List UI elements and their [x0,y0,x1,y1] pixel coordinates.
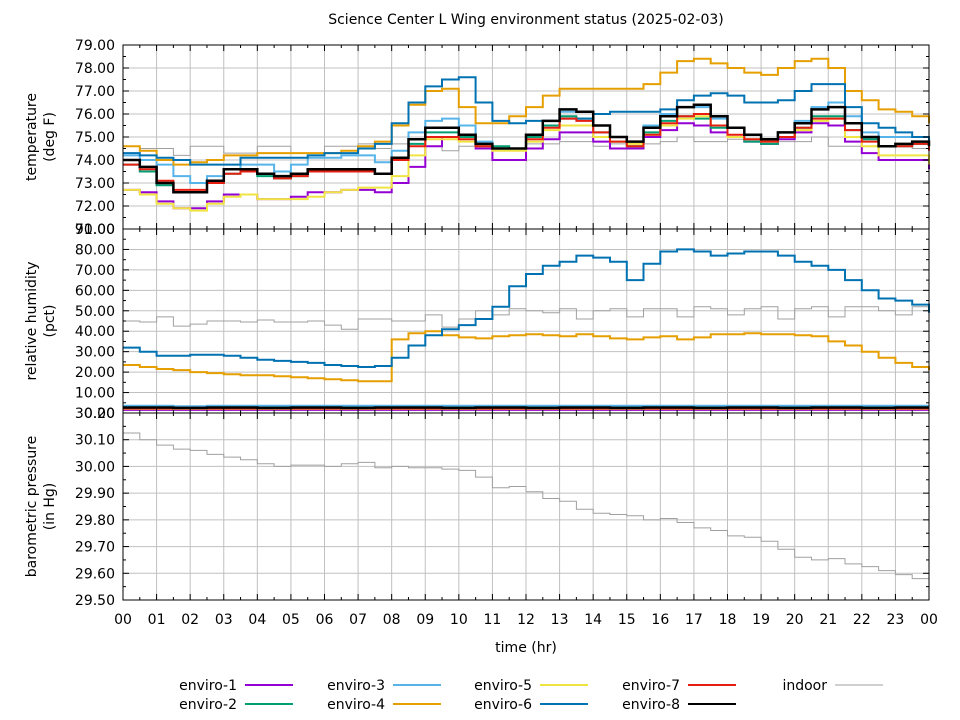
y-tick-label: 71.00 [75,222,115,238]
x-axis-label: time (hr) [495,640,557,656]
x-tick-label: 04 [248,612,266,628]
x-tick-label: 14 [584,612,602,628]
x-tick-label: 16 [651,612,669,628]
x-tick-label: 17 [685,612,703,628]
x-tick-label: 12 [517,612,535,628]
legend-item-indoor: indoor [782,678,883,694]
series-line-indoor [123,306,930,330]
x-tick-label: 08 [383,612,401,628]
legend-label: enviro-1 [179,678,237,694]
y-tick-label: 29.50 [75,593,115,609]
y-tick-label: 50.00 [75,304,115,320]
x-tick-label: 07 [349,612,367,628]
y-tick-label: 30.00 [75,345,115,361]
x-tick-label: 22 [853,612,871,628]
legend-label: enviro-7 [622,678,680,694]
y-tick-label: 70.00 [75,263,115,279]
panel-pressure: 29.50 29.60 29.70 29.80 29.90 30.00 30.10 30.20… [24,406,930,609]
legend-item-enviro-3: enviro-3 [327,678,441,694]
panels: 72.00 73.00 74.00 75.00 76.00 77.00 78.00 79.00… [24,38,931,609]
series-line-enviro-6 [123,76,930,166]
x-tick-label: 18 [719,612,737,628]
y-axis-label-temperature: temperature (deg F) [24,93,58,181]
legend-label: enviro-5 [474,678,532,694]
series-line-enviro-4 [123,330,930,383]
y-tick-label: 60.00 [75,283,115,299]
x-tick-label: 01 [148,612,166,628]
x-tick-label: 03 [215,612,233,628]
y-tick-label: 0.00 [84,406,115,422]
y-tick-label: 79.00 [75,38,115,54]
x-tick-label: 09 [416,612,434,628]
legend-label: enviro-4 [327,697,385,713]
x-tick-label: 00 [920,612,938,628]
legend-label: enviro-3 [327,678,385,694]
y-tick-label: 30.20 [75,406,115,422]
y-tick-label: 74.00 [75,153,115,169]
y-tick-label: 75.00 [75,130,115,146]
panel-humidity: 10.00 20.00 30.00 40.00 50.00 60.00 70.00 80.00… [24,222,930,422]
x-axis-ticks: 00 01 02 03 04 05 06 07 08 09 10 11 12 13 14 15 16 17 18 19… [114,612,938,628]
y-tick-label: 29.80 [75,513,115,529]
y-tick-label: 78.00 [75,61,115,77]
series-line-enviro-6 [123,248,930,368]
y-tick-label: 29.90 [75,486,115,502]
legend-label: enviro-8 [622,697,680,713]
x-tick-label: 15 [618,612,636,628]
y-tick-label: 20.00 [75,365,115,381]
x-tick-label: 10 [450,612,468,628]
x-tick-label: 02 [181,612,199,628]
legend-label: enviro-6 [474,697,532,713]
x-tick-label: 11 [484,612,502,628]
legend: enviro-1 enviro-2 enviro-3 enviro-4 enviro-5… [179,678,883,713]
x-tick-label: 21 [819,612,837,628]
y-tick-label: 76.00 [75,107,115,123]
y-axis-label-humidity: relative humidity (pct) [24,261,58,380]
x-tick-label: 13 [551,612,569,628]
legend-item-enviro-7: enviro-7 [622,678,736,694]
y-tick-label: 29.70 [75,540,115,556]
legend-item-enviro-6: enviro-6 [474,697,588,713]
y-tick-label: 73.00 [75,176,115,192]
y-tick-label: 77.00 [75,84,115,100]
series-line-enviro-8 [123,103,931,194]
legend-label: enviro-2 [179,697,237,713]
x-tick-label: 23 [887,612,905,628]
y-tick-label: 29.60 [75,566,115,582]
x-tick-label: 06 [316,612,334,628]
chart-title: Science Center L Wing environment status… [328,12,724,28]
x-tick-label: 00 [114,612,132,628]
y-tick-label: 30.10 [75,433,115,449]
y-tick-label: 30.00 [75,459,115,475]
x-tick-label: 05 [282,612,300,628]
x-tick-label: 20 [786,612,804,628]
y-tick-label: 10.00 [75,386,115,402]
series-line-indoor [123,432,930,586]
y-axis-label-pressure: barometric pressure (in Hg) [24,436,58,577]
y-tick-label: 72.00 [75,199,115,215]
legend-item-enviro-4: enviro-4 [327,697,441,713]
series-line-enviro-4 [123,57,930,166]
legend-item-enviro-8: enviro-8 [622,697,736,713]
y-tick-label: 80.00 [75,242,115,258]
legend-item-enviro-2: enviro-2 [179,697,293,713]
legend-label: indoor [782,678,827,694]
x-tick-label: 19 [752,612,770,628]
y-tick-label: 40.00 [75,324,115,340]
legend-item-enviro-1: enviro-1 [179,678,293,694]
legend-item-enviro-5: enviro-5 [474,678,588,694]
series-line-enviro-3 [123,404,929,408]
y-tick-label: 90.00 [75,222,115,238]
panel-temperature: 72.00 73.00 74.00 75.00 76.00 77.00 78.00 79.00… [24,38,931,238]
